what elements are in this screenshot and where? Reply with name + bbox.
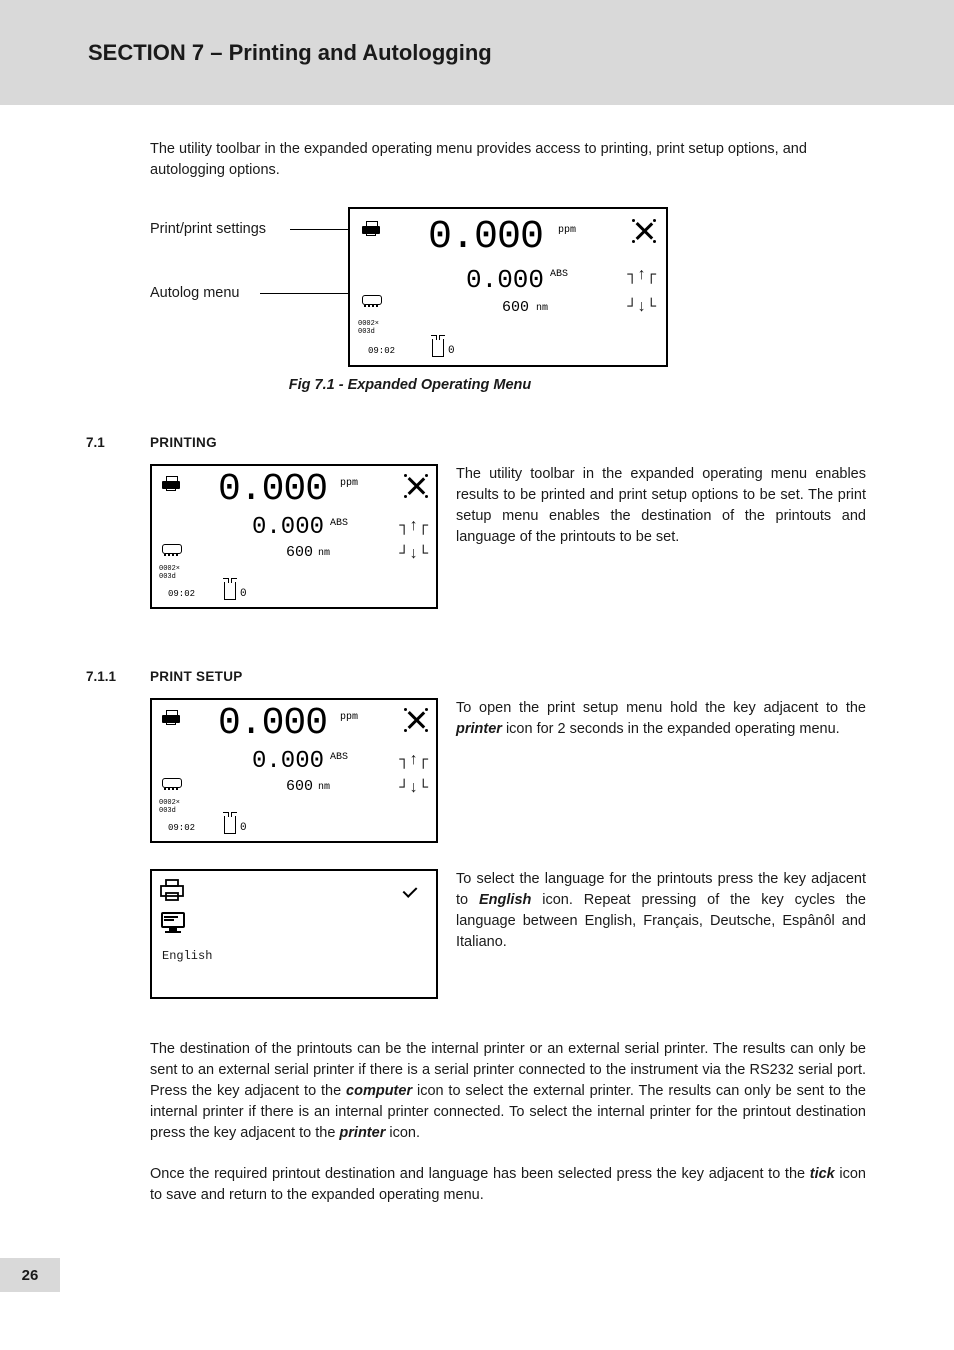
language-label: English	[162, 949, 212, 963]
wavelength-value: 600	[286, 778, 313, 795]
section-7-1-1-block1: 0002× 003d 09:02 0.000 ppm 0.000 ABS 600…	[150, 698, 866, 843]
nav-down-icon: ┘↓└	[399, 780, 428, 796]
leader-line	[290, 229, 348, 230]
time-text: 09:02	[168, 824, 195, 834]
text-span: Once the required printout destination a…	[150, 1166, 810, 1182]
intro-paragraph: The utility toolbar in the expanded oper…	[150, 139, 866, 181]
figure-caption: Fig 7.1 - Expanded Operating Menu	[150, 377, 670, 393]
cuvette-value: 0	[240, 588, 247, 600]
autolog-icon	[162, 542, 180, 556]
bottom-paragraph-1: The destination of the printouts can be …	[150, 1039, 866, 1144]
wavelength-unit: nm	[318, 782, 330, 793]
section-7-1-1-text1: To open the print setup menu hold the ke…	[456, 698, 866, 740]
printer-keyword: printer	[339, 1125, 385, 1141]
primary-unit: ppm	[340, 478, 358, 489]
computer-icon	[160, 911, 186, 938]
section-number: 7.1.1	[86, 669, 150, 684]
lcd-diagram-language: English	[150, 869, 438, 999]
secondary-reading: 0.000	[252, 748, 324, 775]
time-text: 09:02	[168, 590, 195, 600]
section-7-1-1-block2: English To select the language for the p…	[150, 869, 866, 999]
wavelength-value: 600	[502, 299, 529, 316]
tick-keyword: tick	[810, 1166, 835, 1182]
tick-icon	[404, 879, 426, 897]
section-7-1-heading-row: 7.1 PRINTING	[150, 435, 866, 450]
section-7-1-1-text2: To select the language for the printouts…	[456, 869, 866, 953]
section-header: SECTION 7 – Printing and Autologging	[0, 0, 954, 105]
section-7-1-1-heading-row: 7.1.1 PRINT SETUP	[150, 669, 866, 684]
printer-keyword: printer	[456, 721, 502, 737]
section-heading: PRINT SETUP	[150, 669, 243, 684]
close-icon	[634, 221, 654, 241]
time-text: 09:02	[368, 347, 395, 357]
close-icon	[406, 476, 426, 496]
primary-reading: 0.000	[218, 702, 327, 745]
text-span: icon.	[385, 1125, 420, 1141]
secondary-unit: ABS	[330, 518, 348, 529]
primary-reading: 0.000	[428, 215, 543, 260]
page-content: The utility toolbar in the expanded oper…	[0, 105, 954, 1256]
tiny-code2: 003d	[159, 574, 176, 582]
printer-icon	[162, 476, 180, 490]
wavelength-value: 600	[286, 544, 313, 561]
cuvette-icon	[224, 582, 236, 600]
autolog-icon	[162, 776, 180, 790]
leader-line	[260, 293, 348, 294]
wavelength-unit: nm	[536, 303, 548, 314]
lcd-diagram-7-1-1a: 0002× 003d 09:02 0.000 ppm 0.000 ABS 600…	[150, 698, 438, 843]
nav-down-icon: ┘↓└	[399, 546, 428, 562]
section-number: 7.1	[86, 435, 150, 450]
cuvette-icon	[432, 339, 444, 357]
cuvette-icon	[224, 816, 236, 834]
nav-up-icon: ┐↑┌	[627, 267, 656, 283]
computer-keyword: computer	[346, 1083, 412, 1099]
nav-up-icon: ┐↑┌	[399, 752, 428, 768]
callout-autolog: Autolog menu	[150, 285, 260, 301]
autolog-icon	[362, 293, 380, 307]
lcd-diagram-large: 0002× 003d 09:02 0.000 ppm 0.000 ABS 600…	[348, 207, 668, 367]
text-span: To open the print setup menu hold the ke…	[456, 700, 866, 716]
section-7-1-body: 0002× 003d 09:02 0.000 ppm 0.000 ABS 600…	[150, 464, 866, 609]
page-number: 26	[22, 1267, 39, 1284]
page-number-tab: 26	[0, 1258, 60, 1292]
section-7-1-text: The utility toolbar in the expanded oper…	[456, 464, 866, 548]
close-icon	[406, 710, 426, 730]
nav-up-icon: ┐↑┌	[399, 518, 428, 534]
bottom-paragraph-2: Once the required printout destination a…	[150, 1164, 866, 1206]
primary-reading: 0.000	[218, 468, 327, 511]
section-title: SECTION 7 – Printing and Autologging	[88, 40, 954, 66]
callout-print-settings: Print/print settings	[150, 221, 290, 237]
secondary-reading: 0.000	[466, 265, 544, 295]
secondary-reading: 0.000	[252, 514, 324, 541]
tiny-code2: 003d	[358, 329, 375, 337]
wavelength-unit: nm	[318, 548, 330, 559]
printer-icon	[162, 710, 180, 724]
printer-icon	[362, 221, 380, 235]
lcd-diagram-7-1: 0002× 003d 09:02 0.000 ppm 0.000 ABS 600…	[150, 464, 438, 609]
nav-down-icon: ┘↓└	[627, 299, 656, 315]
figure-7-1: Print/print settings Autolog menu 0002× …	[150, 207, 866, 423]
english-keyword: English	[479, 892, 531, 908]
primary-unit: ppm	[558, 225, 576, 236]
tiny-code2: 003d	[159, 808, 176, 816]
text-span: icon for 2 seconds in the expanded opera…	[502, 721, 840, 737]
section-heading: PRINTING	[150, 435, 217, 450]
cuvette-value: 0	[240, 822, 247, 834]
secondary-unit: ABS	[550, 269, 568, 280]
primary-unit: ppm	[340, 712, 358, 723]
cuvette-value: 0	[448, 345, 455, 357]
secondary-unit: ABS	[330, 752, 348, 763]
printer-outline-icon	[160, 879, 184, 901]
